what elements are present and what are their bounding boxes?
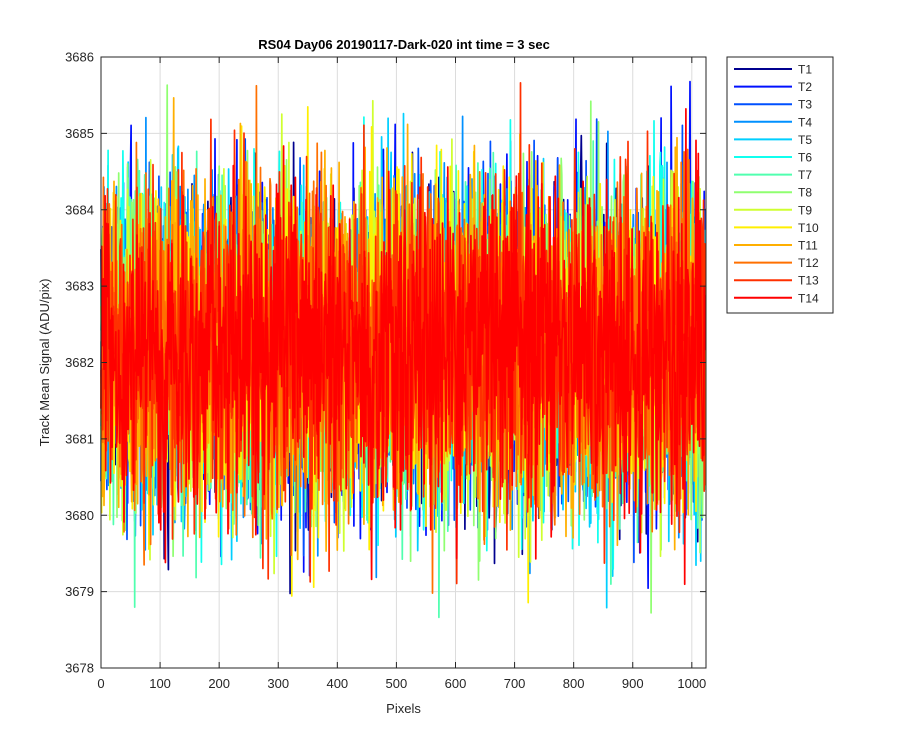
y-tick-label: 3680 bbox=[65, 508, 94, 523]
x-tick-label: 600 bbox=[445, 676, 467, 691]
legend-label: T7 bbox=[798, 168, 812, 182]
legend-label: T3 bbox=[798, 98, 812, 112]
x-tick-label: 1000 bbox=[677, 676, 706, 691]
legend-items: T1 T2 T3 T4 T5 T6 T7 T8 T9 T10 T11 T12 T13 T14 bbox=[734, 63, 819, 305]
y-tick-label: 3682 bbox=[65, 355, 94, 370]
legend-label: T1 bbox=[798, 63, 812, 77]
legend-label: T10 bbox=[798, 221, 819, 235]
y-tick-label: 3685 bbox=[65, 126, 94, 141]
y-tick-label: 3686 bbox=[65, 50, 94, 65]
legend-label: T2 bbox=[798, 80, 812, 94]
legend-label: T11 bbox=[798, 239, 818, 253]
legend-label: T13 bbox=[798, 274, 819, 288]
series-lines bbox=[100, 80, 707, 619]
legend-box bbox=[726, 56, 834, 314]
legend-label: T4 bbox=[798, 115, 812, 129]
x-tick-label: 500 bbox=[386, 676, 408, 691]
x-tick-label: 700 bbox=[504, 676, 526, 691]
x-tick-label: 800 bbox=[563, 676, 585, 691]
x-tick-label: 400 bbox=[326, 676, 348, 691]
legend-label: T12 bbox=[798, 256, 819, 270]
x-tick-label: 200 bbox=[208, 676, 230, 691]
y-axis-label: Track Mean Signal (ADU/pix) bbox=[37, 279, 52, 447]
x-axis-label: Pixels bbox=[386, 701, 421, 716]
plot-axes: 0 100 200 300 400 500 600 700 800 900 1000 3678367… bbox=[65, 50, 707, 691]
y-tick-label: 3683 bbox=[65, 279, 94, 294]
y-tick-label: 3681 bbox=[65, 431, 94, 446]
x-tick-label: 900 bbox=[622, 676, 644, 691]
legend-label: T9 bbox=[798, 203, 812, 217]
legend-label: T8 bbox=[798, 186, 812, 200]
y-tick-label: 3679 bbox=[65, 584, 94, 599]
series-line-t14 bbox=[100, 107, 707, 586]
y-tick-label: 3684 bbox=[65, 202, 94, 217]
legend-label: T14 bbox=[798, 291, 819, 305]
x-tick-label: 0 bbox=[97, 676, 104, 691]
x-tick-label: 100 bbox=[149, 676, 171, 691]
y-ticks: 3678 3679 3680 3681 3682 3683 3684 3685 3686 bbox=[65, 50, 706, 676]
legend-label: T5 bbox=[798, 133, 812, 147]
chart-title: RS04 Day06 20190117-Dark-020 int time = … bbox=[258, 37, 550, 52]
x-ticks: 0 100 200 300 400 500 600 700 800 900 1000 bbox=[97, 57, 706, 691]
x-tick-label: 300 bbox=[267, 676, 289, 691]
y-tick-label: 3678 bbox=[65, 661, 94, 676]
legend: T1 T2 T3 T4 T5 T6 T7 T8 T9 T10 T11 T12 T13 T14 bbox=[726, 56, 834, 314]
legend-label: T6 bbox=[798, 151, 812, 165]
